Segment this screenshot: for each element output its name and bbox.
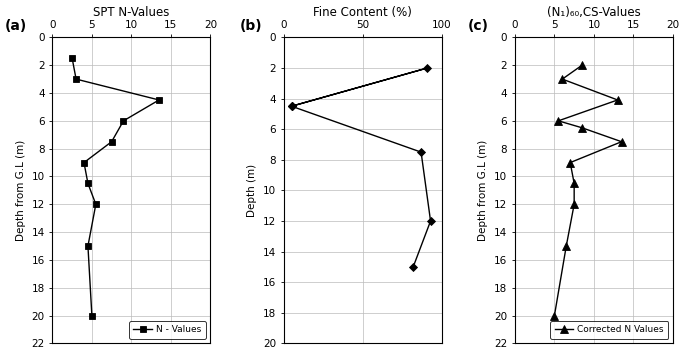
N - Values (84, 244, 92, 248)
N - Values (88, 313, 96, 318)
Y-axis label: Depth from G.L (m): Depth from G.L (m) (479, 140, 488, 241)
Title: (N₁)₆₀,CS-Values: (N₁)₆₀,CS-Values (547, 6, 640, 18)
Corrected N Values (562, 244, 571, 248)
Text: (c): (c) (468, 19, 488, 33)
Corrected N Values (617, 140, 625, 144)
N - Values (68, 56, 76, 60)
Line: N - Values: N - Values (69, 55, 162, 319)
N - Values (72, 77, 80, 81)
N - Values (92, 202, 100, 207)
Corrected N Values (566, 160, 574, 165)
N - Values (108, 140, 116, 144)
N - Values (155, 98, 163, 102)
N - Values (84, 181, 92, 186)
Line: Corrected N Values: Corrected N Values (551, 61, 625, 320)
Text: (b): (b) (240, 19, 262, 33)
Title: SPT N-Values: SPT N-Values (93, 6, 170, 18)
Corrected N Values (570, 181, 578, 186)
Y-axis label: Depth from G.L (m): Depth from G.L (m) (16, 140, 26, 241)
Corrected N Values (558, 77, 566, 81)
Title: Fine Content (%): Fine Content (%) (313, 6, 412, 18)
Y-axis label: Depth (m): Depth (m) (247, 164, 258, 217)
Corrected N Values (578, 126, 586, 130)
Legend: N - Values: N - Values (129, 321, 206, 339)
Corrected N Values (614, 98, 622, 102)
Text: (a): (a) (5, 19, 27, 33)
N - Values (80, 160, 88, 165)
Corrected N Values (578, 63, 586, 67)
Corrected N Values (570, 202, 578, 207)
Corrected N Values (550, 313, 558, 318)
Corrected N Values (554, 119, 562, 123)
N - Values (119, 119, 127, 123)
Legend: Corrected N Values: Corrected N Values (550, 321, 669, 339)
